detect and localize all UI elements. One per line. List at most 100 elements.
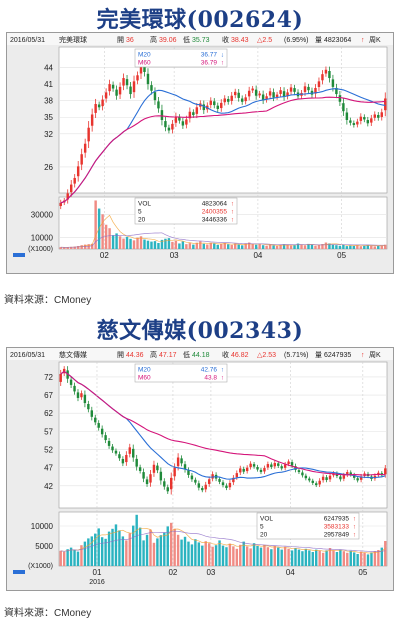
volume-bar — [342, 244, 345, 249]
price-tick-label: 38 — [44, 97, 53, 106]
volume-bar — [289, 245, 293, 249]
candle-body — [211, 474, 214, 479]
candle-body — [277, 463, 280, 466]
volume-bar — [87, 538, 90, 566]
candle-body — [254, 89, 258, 96]
volume-bar — [163, 532, 166, 566]
candle-body — [216, 105, 219, 109]
time-tick-label: 04 — [286, 568, 295, 577]
candle-body — [153, 92, 157, 101]
candle-body — [338, 95, 342, 102]
volume-bar — [249, 548, 252, 566]
candle-body — [125, 79, 129, 86]
candle-body — [138, 467, 142, 471]
price-tick-label: 26 — [44, 163, 53, 172]
candle-body — [111, 446, 114, 451]
volume-bar — [254, 244, 258, 249]
candle-body — [370, 118, 373, 123]
candle-body — [318, 480, 321, 485]
volume-bar — [310, 244, 314, 249]
volume-bar — [239, 544, 242, 566]
header-name: 慈文傳媒 — [59, 350, 87, 359]
header-vol: 4823064 — [324, 37, 351, 44]
candle-body — [94, 103, 97, 113]
candle-body — [363, 117, 366, 120]
volume-bar — [332, 550, 335, 566]
candle-body — [136, 75, 139, 81]
ma-legend-arrow: ↑ — [221, 375, 224, 382]
volume-bar — [270, 549, 273, 566]
candle-body — [273, 462, 276, 467]
candle-body — [225, 485, 228, 489]
candle-body — [104, 435, 107, 441]
volume-bar — [328, 243, 331, 249]
volume-legend-label: 5 — [260, 524, 264, 531]
candle-body — [251, 88, 254, 91]
candle-body — [128, 447, 131, 454]
candle-body — [384, 98, 387, 111]
volume-bar — [232, 546, 235, 566]
chart-panel-1: 2016/05/31 完美環球 開 36 高 39.06 低 35.73 收 38.43 △2.5 (… — [6, 32, 394, 274]
volume-bar — [373, 551, 377, 566]
volume-bar — [346, 552, 349, 566]
volume-bar — [275, 245, 279, 249]
volume-bar — [87, 244, 90, 249]
volume-bar — [373, 246, 377, 249]
header-pct: (6.95%) — [284, 37, 309, 44]
ma60-line — [60, 96, 386, 204]
volume-bar — [301, 551, 304, 566]
volume-bar — [345, 246, 349, 249]
candle-body — [150, 85, 153, 91]
candle-body — [321, 74, 324, 81]
ma-legend-value: 42.76 — [201, 367, 218, 374]
volume-bar — [100, 537, 104, 566]
volume-bar — [73, 550, 76, 566]
volume-bar — [283, 546, 287, 566]
volume-bar — [256, 546, 259, 566]
volume-unit-label: (X1000) — [28, 246, 53, 253]
header-low-label: 低 — [183, 350, 190, 359]
volume-legend-label: 20 — [260, 532, 268, 539]
volume-bar — [314, 245, 317, 249]
volume-bar — [159, 535, 163, 566]
header-date: 2016/05/31 — [10, 37, 45, 44]
candle-body — [237, 92, 240, 98]
time-tick-label: 04 — [253, 251, 262, 260]
ma-legend-value: 36.79 — [201, 60, 218, 67]
header-name: 完美環球 — [59, 35, 87, 44]
candle-body — [356, 478, 359, 481]
candle-body — [258, 93, 261, 96]
candle-body — [180, 458, 183, 464]
volume-bar — [153, 241, 157, 249]
time-tick-label: 02 — [168, 568, 177, 577]
volume-bar — [104, 224, 108, 249]
candle-body — [149, 474, 152, 483]
candle-body — [164, 121, 167, 128]
header-open-label: 開 — [117, 36, 124, 44]
volume-bar — [63, 247, 66, 249]
candle-body — [166, 487, 169, 492]
volume-bar — [157, 242, 160, 249]
candle-body — [331, 79, 335, 87]
time-tick-label: 03 — [206, 568, 215, 577]
candle-body — [185, 119, 188, 125]
volume-bar — [380, 547, 384, 566]
volume-bar — [325, 550, 328, 566]
ma-legend-value: 36.77 — [201, 52, 218, 59]
candle-body — [339, 476, 342, 480]
candle-body — [261, 94, 265, 101]
volume-bar — [258, 244, 261, 249]
chart-title-2: 慈文傳媒(002343) — [96, 318, 304, 344]
candle-body — [132, 81, 136, 93]
header-close: 38.43 — [231, 37, 249, 44]
candle-body — [145, 479, 149, 485]
candle-body — [301, 472, 304, 476]
volume-bar — [273, 546, 276, 566]
candle-body — [346, 472, 349, 475]
candle-body — [240, 98, 244, 102]
volume-bar — [261, 245, 265, 249]
volume-scale-marker — [13, 570, 25, 574]
ma-legend-label: M20 — [138, 367, 151, 374]
candle-body — [252, 464, 256, 467]
volume-bar — [293, 245, 296, 249]
